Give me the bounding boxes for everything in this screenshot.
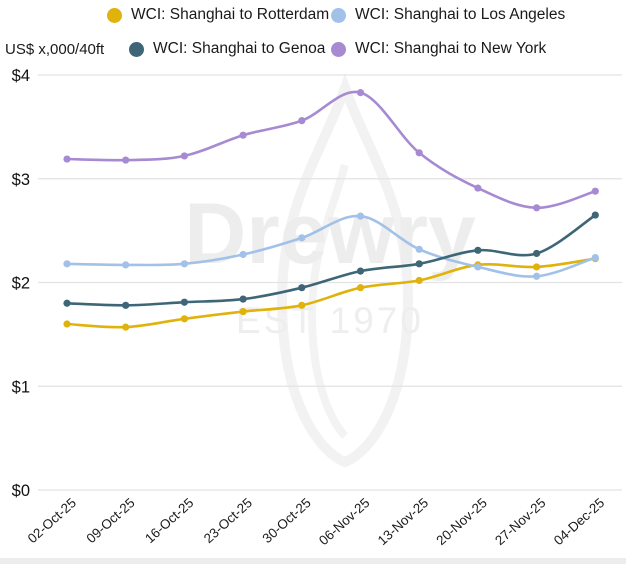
legend-item-new-york[interactable]: WCI: Shanghai to New York <box>331 40 546 58</box>
legend-label-los-angeles: WCI: Shanghai to Los Angeles <box>355 6 566 23</box>
drewry-watermark: Drewry EST 1970 <box>184 73 476 468</box>
x-tick-02-Oct-25: 02-Oct-25 <box>25 495 79 546</box>
x-tick-23-Oct-25: 23-Oct-25 <box>201 495 255 546</box>
point-wci-shanghai-to-new-york-06-Nov-25[interactable] <box>356 89 365 97</box>
point-wci-shanghai-to-los-angeles-04-Dec-25[interactable] <box>591 254 599 262</box>
point-wci-shanghai-to-rotterdam-02-Oct-25[interactable] <box>63 320 71 328</box>
point-wci-shanghai-to-genoa-04-Dec-25[interactable] <box>591 211 599 219</box>
x-tick-06-Nov-25: 06-Nov-25 <box>316 495 373 548</box>
point-wci-shanghai-to-rotterdam-23-Oct-25[interactable] <box>239 307 247 316</box>
point-wci-shanghai-to-genoa-16-Oct-25[interactable] <box>180 298 188 306</box>
point-wci-shanghai-to-los-angeles-30-Oct-25[interactable] <box>298 234 306 242</box>
point-wci-shanghai-to-new-york-09-Oct-25[interactable] <box>122 156 130 164</box>
point-wci-shanghai-to-genoa-06-Nov-25[interactable] <box>356 267 365 275</box>
point-wci-shanghai-to-los-angeles-06-Nov-25[interactable] <box>356 212 365 220</box>
point-wci-shanghai-to-los-angeles-13-Nov-25[interactable] <box>415 245 423 253</box>
point-wci-shanghai-to-genoa-30-Oct-25[interactable] <box>298 284 306 292</box>
line-wci-shanghai-to-new-york <box>65 90 597 210</box>
point-wci-shanghai-to-los-angeles-20-Nov-25[interactable] <box>474 263 482 271</box>
point-wci-shanghai-to-los-angeles-09-Oct-25[interactable] <box>122 261 130 269</box>
y-tick-0: $0 <box>12 482 30 500</box>
legend-item-genoa[interactable]: WCI: Shanghai to Genoa <box>129 40 325 58</box>
point-wci-shanghai-to-genoa-23-Oct-25[interactable] <box>239 295 247 303</box>
point-wci-shanghai-to-genoa-02-Oct-25[interactable] <box>63 299 71 307</box>
legend-label-rotterdam: WCI: Shanghai to Rotterdam <box>131 6 330 23</box>
line-wci-shanghai-to-los-angeles <box>65 214 597 278</box>
point-wci-shanghai-to-rotterdam-09-Oct-25[interactable] <box>122 323 130 331</box>
flame-watermark-icon <box>276 73 414 468</box>
legend-dot-los-angeles <box>331 7 346 23</box>
x-tick-04-Dec-25: 04-Dec-25 <box>551 495 608 548</box>
point-wci-shanghai-to-new-york-27-Nov-25[interactable] <box>533 204 541 212</box>
point-wci-shanghai-to-rotterdam-30-Oct-25[interactable] <box>298 301 306 309</box>
point-wci-shanghai-to-new-york-30-Oct-25[interactable] <box>298 117 306 125</box>
legend-dot-genoa <box>129 41 144 57</box>
legend-label-genoa: WCI: Shanghai to Genoa <box>153 40 326 57</box>
point-wci-shanghai-to-los-angeles-27-Nov-25[interactable] <box>533 272 541 280</box>
x-tick-30-Oct-25: 30-Oct-25 <box>260 495 314 546</box>
point-wci-shanghai-to-genoa-09-Oct-25[interactable] <box>122 301 130 309</box>
point-wci-shanghai-to-rotterdam-27-Nov-25[interactable] <box>533 263 541 271</box>
point-wci-shanghai-to-genoa-27-Nov-25[interactable] <box>533 249 541 258</box>
point-wci-shanghai-to-new-york-20-Nov-25[interactable] <box>474 184 482 192</box>
point-wci-shanghai-to-rotterdam-16-Oct-25[interactable] <box>180 315 188 323</box>
x-tick-09-Oct-25: 09-Oct-25 <box>83 495 137 546</box>
point-wci-shanghai-to-los-angeles-02-Oct-25[interactable] <box>63 260 71 268</box>
y-tick-4: $4 <box>12 67 30 85</box>
legend-item-los-angeles[interactable]: WCI: Shanghai to Los Angeles <box>331 6 565 24</box>
point-wci-shanghai-to-los-angeles-16-Oct-25[interactable] <box>180 260 188 268</box>
point-wci-shanghai-to-rotterdam-06-Nov-25[interactable] <box>356 284 365 292</box>
point-wci-shanghai-to-new-york-16-Oct-25[interactable] <box>180 152 188 160</box>
point-wci-shanghai-to-new-york-02-Oct-25[interactable] <box>63 155 71 163</box>
watermark-est-text: EST 1970 <box>236 300 424 341</box>
point-wci-shanghai-to-genoa-20-Nov-25[interactable] <box>474 246 482 254</box>
x-tick-13-Nov-25: 13-Nov-25 <box>375 495 432 548</box>
y-tick-2: $2 <box>12 275 30 293</box>
bottom-divider <box>0 558 626 564</box>
point-wci-shanghai-to-genoa-13-Nov-25[interactable] <box>415 260 423 268</box>
watermark-brand-text: Drewry <box>184 186 476 282</box>
point-wci-shanghai-to-new-york-13-Nov-25[interactable] <box>415 149 423 157</box>
legend-dot-new-york <box>331 41 346 57</box>
x-tick-20-Nov-25: 20-Nov-25 <box>433 495 490 548</box>
y-tick-1: $1 <box>12 378 30 396</box>
line-wci-shanghai-to-genoa <box>65 213 597 307</box>
point-wci-shanghai-to-los-angeles-23-Oct-25[interactable] <box>239 250 247 259</box>
flame-watermark-inner-icon <box>307 163 349 439</box>
point-wci-shanghai-to-new-york-04-Dec-25[interactable] <box>591 187 599 195</box>
x-tick-27-Nov-25: 27-Nov-25 <box>492 495 549 548</box>
legend-item-rotterdam[interactable]: WCI: Shanghai to Rotterdam <box>107 6 329 24</box>
x-tick-16-Oct-25: 16-Oct-25 <box>142 495 196 546</box>
line-wci-shanghai-to-rotterdam <box>65 257 597 329</box>
point-wci-shanghai-to-rotterdam-13-Nov-25[interactable] <box>415 276 423 285</box>
y-axis-unit-label: US$ x,000/40ft <box>5 41 105 58</box>
point-wci-shanghai-to-new-york-23-Oct-25[interactable] <box>239 131 247 139</box>
legend-dot-rotterdam <box>107 7 122 23</box>
legend-label-new-york: WCI: Shanghai to New York <box>355 40 547 57</box>
y-tick-3: $3 <box>12 171 30 189</box>
